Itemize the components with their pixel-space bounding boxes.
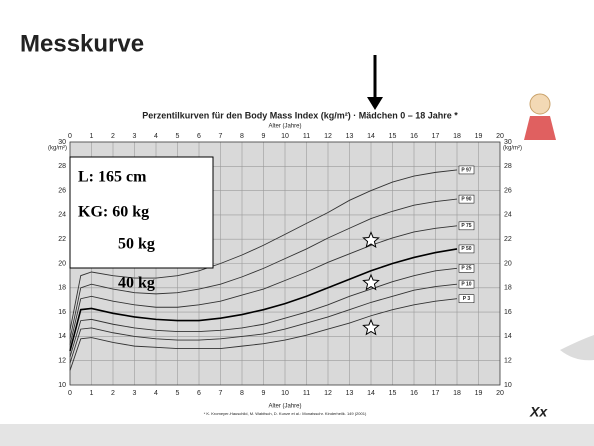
series-label: P 25 [461,266,471,272]
series-label: P 3 [463,296,471,302]
slide-title: Messkurve [20,30,144,57]
box-line: 40 kg [118,275,155,292]
y-tick-label: 22 [504,236,512,243]
box-line: 50 kg [118,236,155,253]
x-tick-label: 7 [219,390,223,397]
series-label: P 97 [461,167,471,173]
x-tick-label: 12 [324,390,332,397]
y-tick-label: 10 [504,382,512,389]
y-tick-label: 30 [58,139,66,146]
y-tick-label: 28 [58,163,66,170]
x-tick-label: 11 [303,390,310,397]
y-axis-title: (kg/m²) [503,146,522,152]
x-tick-label: 14 [367,390,375,397]
y-tick-label: 28 [504,163,512,170]
x-tick-label: 7 [219,133,223,140]
x-tick-label: 1 [90,390,94,397]
x-tick-label: 6 [197,390,201,397]
y-tick-label: 18 [58,285,66,292]
series-label: P 50 [461,246,471,252]
x-tick-label: 9 [262,133,266,140]
y-tick-label: 24 [58,212,66,219]
x-tick-label: 13 [346,390,354,397]
y-tick-label: 20 [504,260,512,267]
x-tick-label: 15 [389,133,397,140]
y-tick-label: 24 [504,212,512,219]
x-tick-label: 14 [367,133,375,140]
logo: Xx [529,404,548,420]
x-tick-label: 8 [240,390,244,397]
y-tick-label: 26 [58,187,66,194]
x-tick-label: 8 [240,133,244,140]
x-tick-label: 19 [475,133,483,140]
x-tick-label: 15 [389,390,397,397]
x-tick-label: 17 [432,133,440,140]
x-tick-label: 3 [133,133,137,140]
x-tick-label: 16 [410,390,418,397]
y-tick-label: 22 [58,236,66,243]
x-tick-label: 18 [453,133,461,140]
y-tick-label: 16 [504,309,512,316]
x-tick-label: 16 [410,133,418,140]
series-label: P 90 [461,196,471,202]
x-tick-label: 17 [432,390,440,397]
x-tick-label: 3 [133,390,137,397]
y-tick-label: 14 [58,333,66,340]
x-tick-label: 11 [303,133,310,140]
x-tick-label: 9 [262,390,266,397]
x-tick-label: 6 [197,133,201,140]
x-tick-label: 13 [346,133,354,140]
y-tick-label: 12 [58,358,66,365]
x-axis-title: Alter (Jahre) [268,124,301,130]
x-tick-label: 5 [176,390,180,397]
x-tick-label: 0 [68,390,72,397]
box-line: KG: 60 kg [78,204,149,221]
x-tick-label: 10 [281,390,289,397]
series-label: P 75 [461,223,471,229]
y-tick-label: 20 [58,260,66,267]
y-tick-label: 12 [504,358,512,365]
x-tick-label: 12 [324,133,332,140]
x-tick-label: 2 [111,133,115,140]
x-tick-label: 4 [154,390,158,397]
series-label: P 10 [461,281,471,287]
y-tick-label: 14 [504,333,512,340]
footer-band [0,424,594,446]
y-tick-label: 30 [504,139,512,146]
footnote: * K. Kromeyer-Hauschild, M. Wabitsch, D.… [204,411,367,416]
box-line: L: 165 cm [78,169,147,186]
y-tick-label: 18 [504,285,512,292]
x-tick-label: 20 [496,390,504,397]
x-tick-label: 20 [496,133,504,140]
x-axis-title: Alter (Jahre) [268,404,301,410]
x-tick-label: 18 [453,390,461,397]
y-axis-title: (kg/m²) [48,146,67,152]
y-tick-label: 26 [504,187,512,194]
chart-title: Perzentilkurven für den Body Mass Index … [142,110,458,120]
y-tick-label: 10 [58,382,66,389]
x-tick-label: 19 [475,390,483,397]
x-tick-label: 5 [176,133,180,140]
x-tick-label: 4 [154,133,158,140]
y-tick-label: 16 [58,309,66,316]
slide: Messkurve Perzentilkurven für den Body M… [0,0,594,446]
x-tick-label: 0 [68,133,72,140]
x-tick-label: 10 [281,133,289,140]
x-tick-label: 1 [90,133,94,140]
x-tick-label: 2 [111,390,115,397]
